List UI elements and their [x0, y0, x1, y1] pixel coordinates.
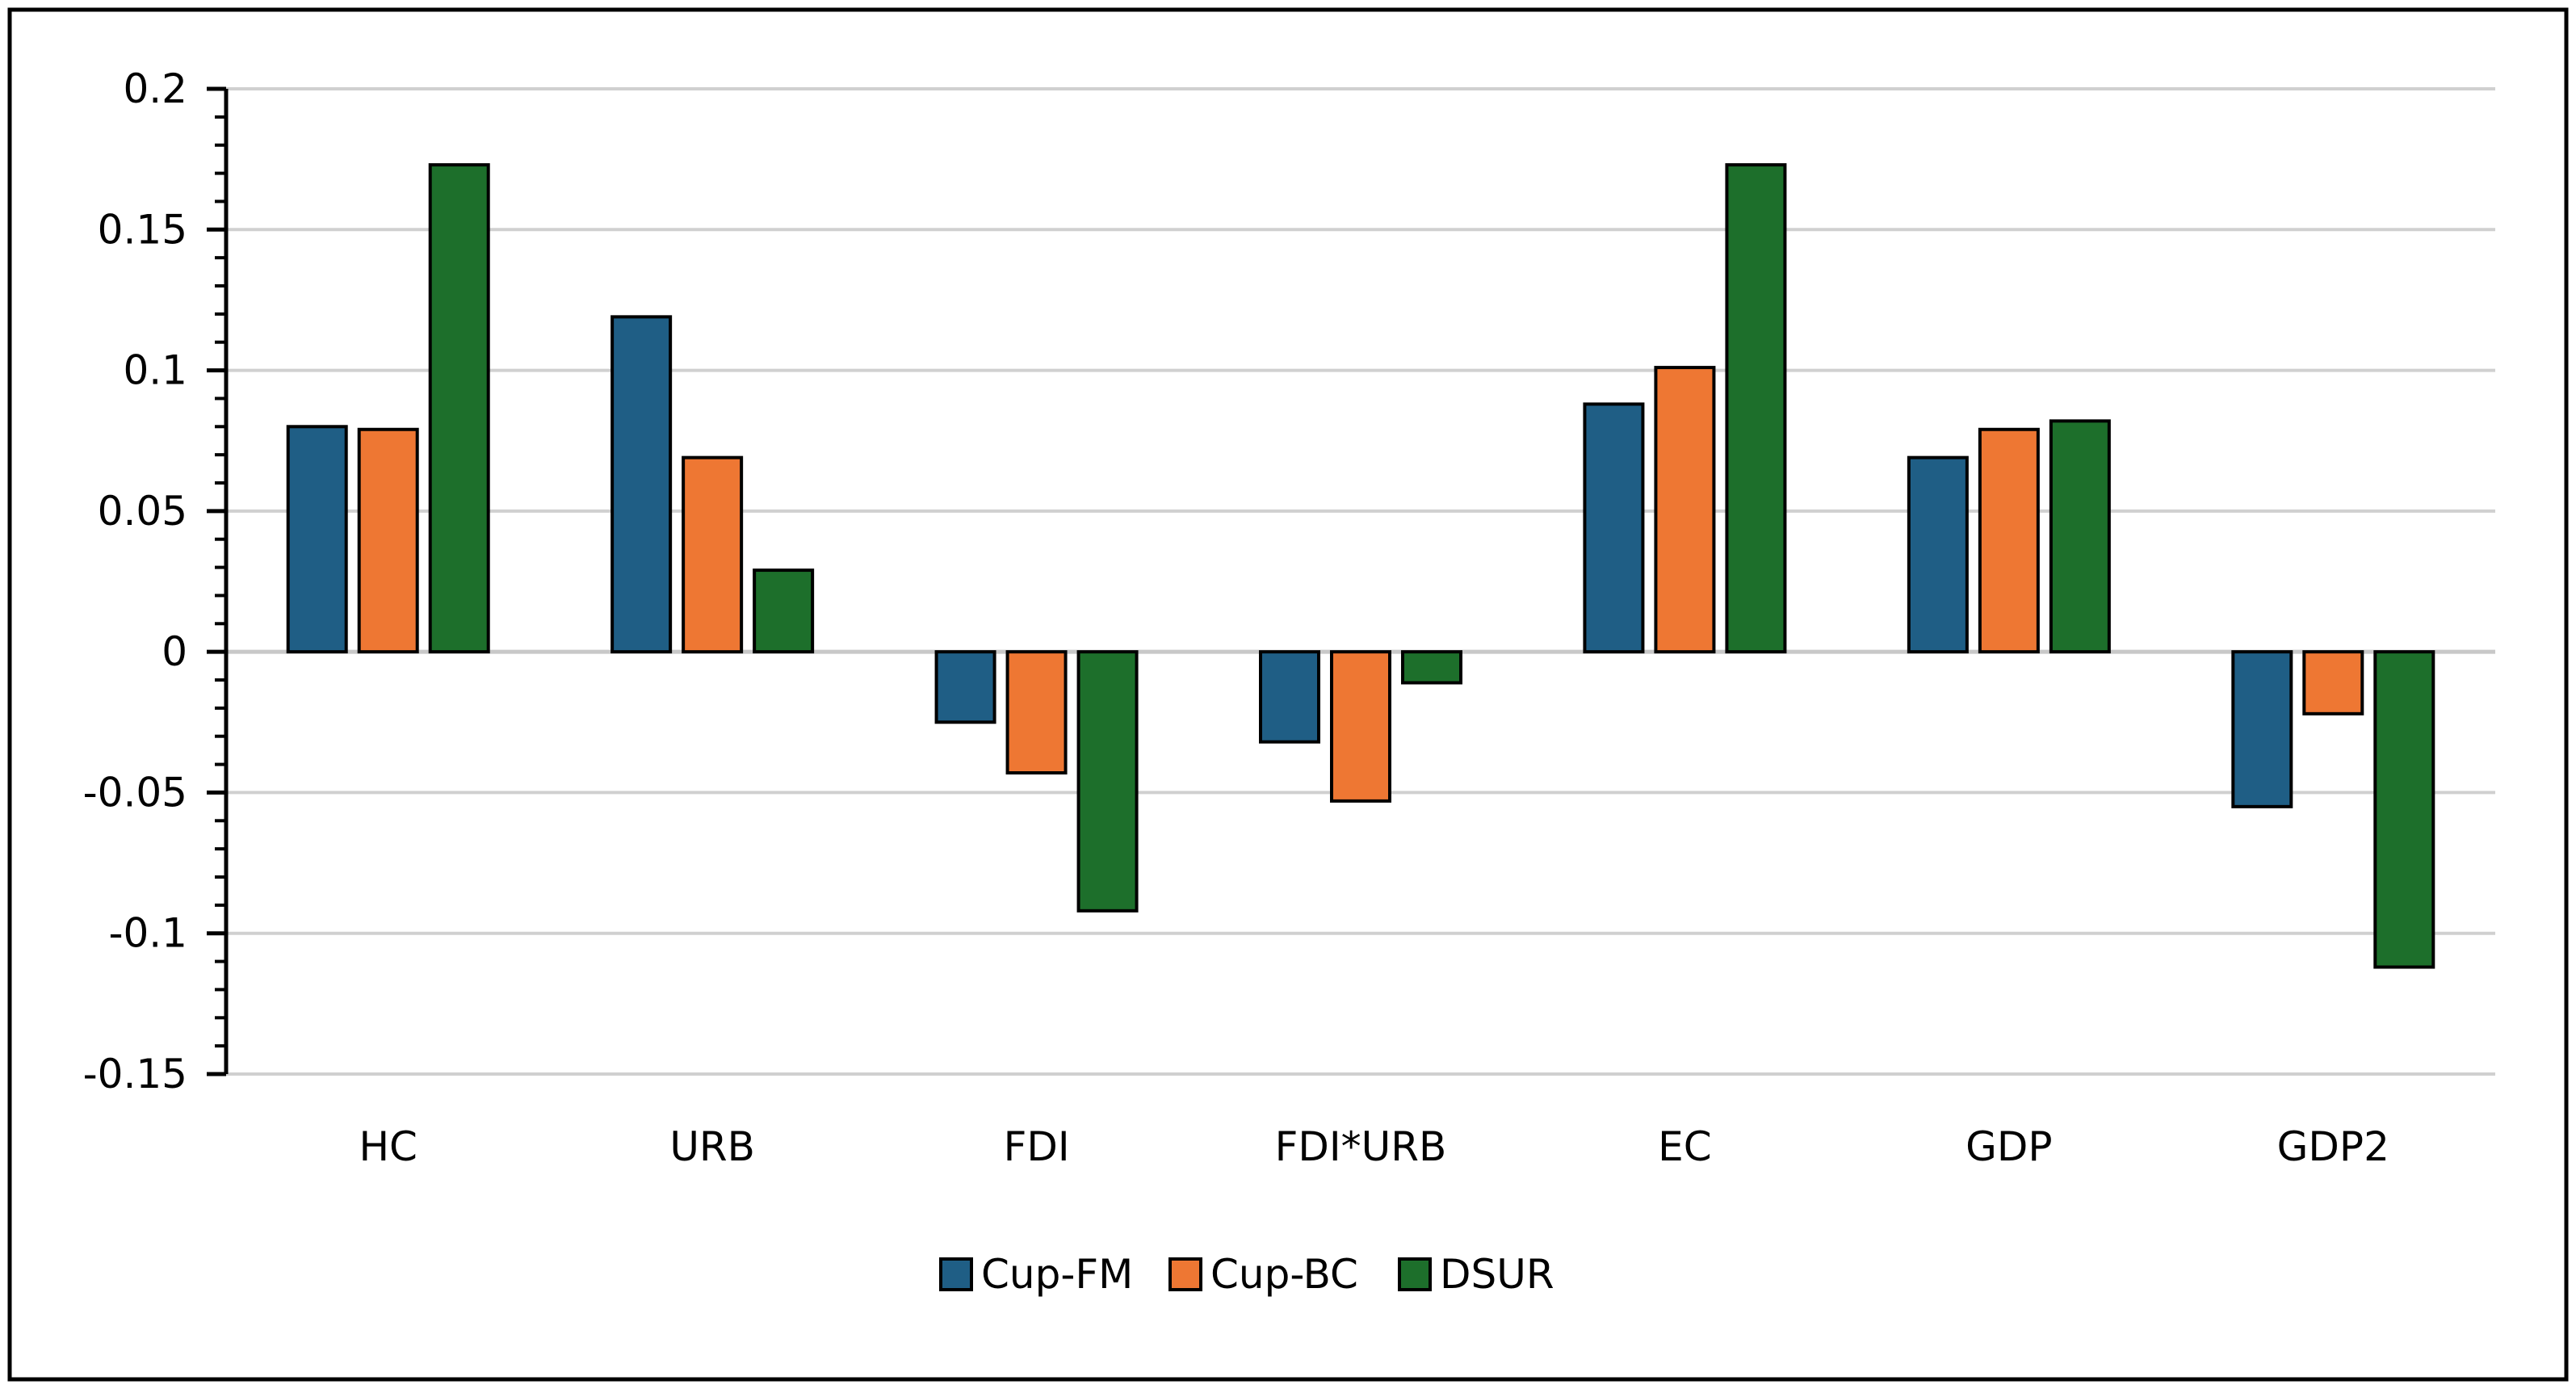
bar-dsur-urb [753, 569, 815, 654]
bar-cup-fm-urb [610, 315, 673, 654]
y-tick-label: 0.1 [123, 347, 187, 394]
legend-swatch-dsur [1398, 1257, 1432, 1291]
axes [207, 86, 229, 1076]
y-tick-label: 0.2 [123, 65, 187, 112]
x-tick-label: HC [359, 1123, 417, 1170]
y-tick-label: 0.15 [98, 206, 187, 253]
x-tick-label: FDI*URB [1275, 1123, 1447, 1170]
bar-cup-bc-fdi-x-urb [1330, 650, 1391, 803]
legend-swatch-cup-fm [939, 1257, 973, 1291]
bar-cup-fm-gdp [1907, 455, 1969, 654]
bar-dsur-gdp [2049, 419, 2111, 654]
y-tick-label: -0.15 [83, 1051, 187, 1097]
bar-cup-bc-gdp2 [2302, 650, 2364, 715]
bar-dsur-fdi [1076, 650, 1139, 913]
bar-cup-fm-fdi-x-urb [1259, 650, 1320, 744]
x-tick-label: URB [669, 1123, 755, 1170]
y-tick-label: 0 [162, 628, 187, 675]
x-tick-label: GDP [1966, 1123, 2052, 1170]
legend-label-cup-fm: Cup-FM [981, 1251, 1133, 1298]
x-tick-label: FDI [1004, 1123, 1070, 1170]
bar-cup-fm-ec [1583, 402, 1645, 654]
legend-label-dsur: DSUR [1440, 1251, 1554, 1298]
x-tick-label: EC [1658, 1123, 1712, 1170]
bar-dsur-ec [1725, 163, 1787, 654]
y-tick-label: -0.1 [108, 910, 187, 957]
bar-cup-bc-urb [682, 455, 744, 654]
bar-dsur-fdi-x-urb [1401, 650, 1462, 685]
bar-cup-bc-gdp [1978, 427, 2040, 654]
x-tick-label: GDP2 [2277, 1123, 2389, 1170]
bar-dsur-hc [428, 163, 490, 654]
bar-cup-bc-hc [357, 427, 419, 654]
bar-cup-fm-gdp2 [2231, 650, 2293, 808]
legend: Cup-FM Cup-BC DSUR [939, 1251, 1554, 1298]
bar-cup-fm-fdi [934, 650, 996, 724]
legend-swatch-cup-bc [1168, 1257, 1202, 1291]
y-tick-label: 0.05 [98, 488, 187, 535]
bar-cup-fm-hc [286, 425, 348, 654]
bar-dsur-gdp2 [2373, 650, 2435, 969]
labels: 0.2 0.15 0.1 0.05 0 -0.05 -0.1 -0.15 HC URB FDI FDI… [83, 65, 2389, 1170]
bars [286, 163, 2435, 969]
y-tick-label: -0.05 [83, 769, 187, 816]
bar-cup-bc-fdi [1005, 650, 1068, 775]
bar-cup-bc-ec [1654, 366, 1716, 654]
legend-label-cup-bc: Cup-BC [1210, 1251, 1358, 1298]
